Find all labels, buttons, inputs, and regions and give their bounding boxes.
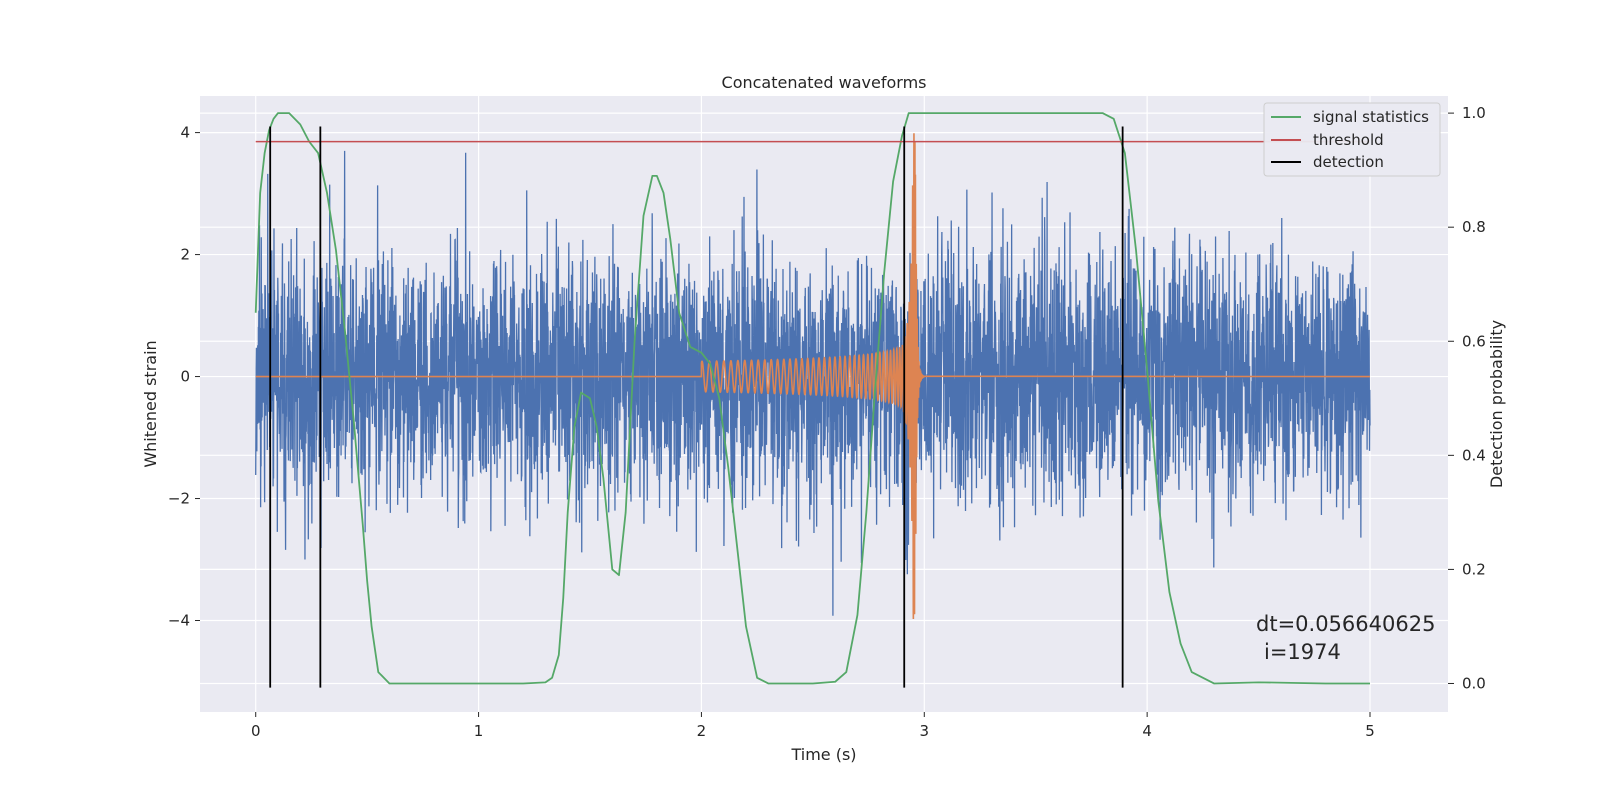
y-tick-label: 0 — [180, 368, 190, 386]
y2-tick-label: 0.0 — [1462, 674, 1486, 692]
annotation-i: i=1974 — [1264, 640, 1341, 664]
y-tick-label: −2 — [168, 490, 190, 508]
y-tick-label: 4 — [180, 124, 190, 142]
x-tick-label: 1 — [474, 722, 484, 740]
legend-label-detection: detection — [1313, 153, 1384, 171]
x-tick-label: 3 — [920, 722, 930, 740]
tick-labels: 0 1 2 3 4 5 −4 −2 0 2 4 0.0 0.2 0.4 0.6 0.8 1.0 — [168, 104, 1486, 740]
x-tick-label: 2 — [697, 722, 707, 740]
y-axis-label: Whitened strain — [141, 340, 160, 467]
y2-axis-label: Detection probability — [1487, 320, 1506, 488]
y2-tick-label: 0.6 — [1462, 332, 1486, 350]
y2-tick-label: 0.4 — [1462, 446, 1486, 464]
y-tick-label: 2 — [180, 246, 190, 264]
legend-item-signal-statistics: signal statistics — [1271, 108, 1429, 126]
y2-tick-label: 0.2 — [1462, 560, 1486, 578]
legend-label-threshold: threshold — [1313, 131, 1384, 149]
chart-title: Concatenated waveforms — [722, 73, 927, 92]
legend-label-signal: signal statistics — [1313, 108, 1429, 126]
injection-series-line — [255, 133, 1371, 619]
legend-item-threshold: threshold — [1271, 131, 1384, 149]
x-tick-label: 5 — [1365, 722, 1375, 740]
legend-box — [1263, 102, 1441, 177]
strain-series-line — [255, 150, 1371, 616]
x-tick-label: 0 — [251, 722, 261, 740]
legend: signal statistics threshold detection — [1263, 102, 1441, 177]
x-axis-label: Time (s) — [790, 745, 856, 764]
legend-item-detection: detection — [1271, 153, 1384, 171]
annotation-dt: dt=0.056640625 — [1256, 612, 1435, 636]
plot-layer — [254, 112, 1371, 688]
y2-tick-label: 1.0 — [1462, 104, 1486, 122]
signal-statistics-line — [254, 112, 1370, 685]
y2-tick-label: 0.8 — [1462, 218, 1486, 236]
y-tick-label: −4 — [168, 612, 190, 630]
x-tick-label: 4 — [1142, 722, 1152, 740]
